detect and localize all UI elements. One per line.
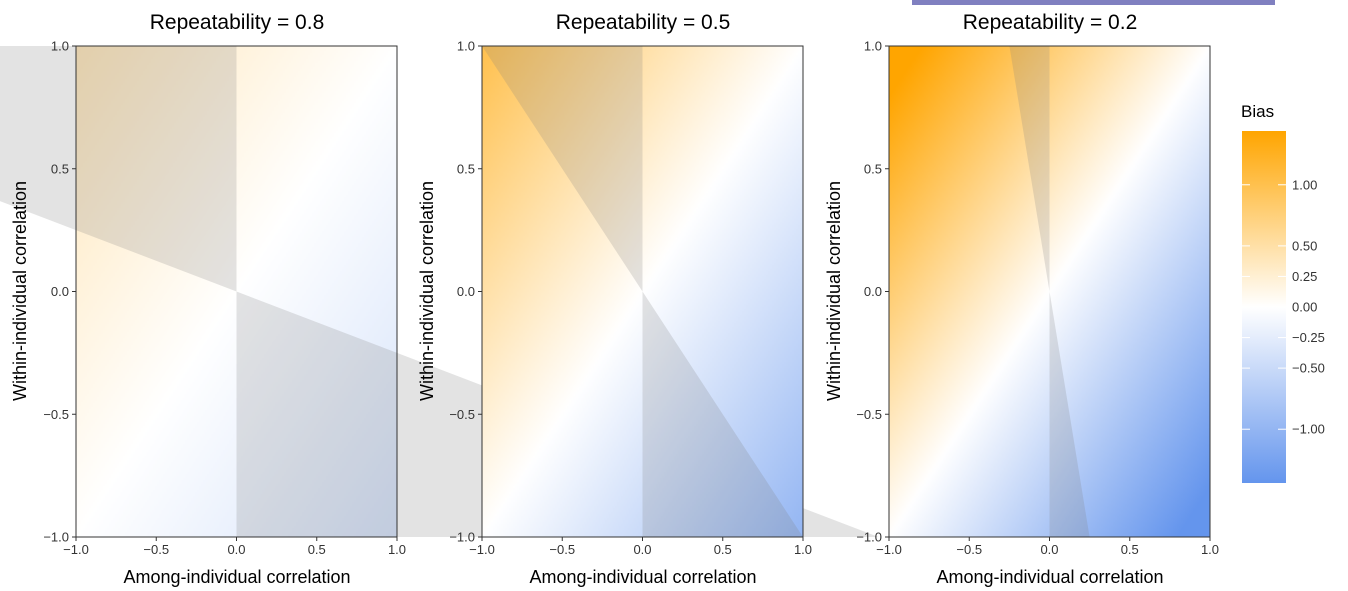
y-tick-label: 0.0: [51, 284, 69, 299]
legend: Bias 1.00 0.50 0.25 0.00 −0.25 −0.50 −1.00: [1241, 102, 1325, 483]
bias-heatmap: [889, 46, 1210, 537]
y-tick-label: −1.0: [449, 530, 475, 545]
x-axis-label: Among-individual correlation: [529, 567, 756, 587]
x-tick-label: −1.0: [876, 542, 902, 557]
colorbar-tick-label: −0.25: [1292, 330, 1325, 345]
y-axis-label: Within-individual correlation: [10, 181, 30, 401]
colorbar-ticks: 1.00 0.50 0.25 0.00 −0.25 −0.50 −1.00: [1242, 177, 1325, 437]
shaded-region: [482, 46, 803, 537]
colorbar-tick-label: −1.00: [1292, 422, 1325, 437]
y-tick-label: −0.5: [856, 407, 882, 422]
bias-heatmap: [482, 46, 803, 537]
y-tick-label: 1.0: [457, 39, 475, 54]
colorbar-tick-label: 0.25: [1292, 269, 1317, 284]
y-tick-label: −0.5: [449, 407, 475, 422]
axes: −1.0−1.0 −0.5 −0.5 0.0 0.0 0.5 0.5 1.0 1.0: [43, 39, 406, 558]
x-tick-label: −1.0: [63, 542, 89, 557]
y-axis-label: Within-individual correlation: [824, 181, 844, 401]
x-axis-label: Among-individual correlation: [123, 567, 350, 587]
panel-title: Repeatability = 0.5: [556, 11, 731, 34]
y-tick-label: 0.5: [457, 161, 475, 176]
panel-title: Repeatability = 0.2: [963, 11, 1138, 34]
x-tick-label: 0.0: [633, 542, 651, 557]
x-tick-label: −0.5: [549, 542, 575, 557]
x-tick-label: 0.0: [1040, 542, 1058, 557]
x-axis-label: Among-individual correlation: [936, 567, 1163, 587]
x-tick-label: 1.0: [794, 542, 812, 557]
x-tick-label: 0.5: [308, 542, 326, 557]
y-tick-label: 1.0: [51, 39, 69, 54]
top-banner: [912, 0, 1275, 5]
colorbar-tick-label: −0.50: [1292, 361, 1325, 376]
colorbar-tick-label: 1.00: [1292, 177, 1317, 192]
shaded-region: [1009, 46, 1090, 537]
x-tick-label: −1.0: [469, 542, 495, 557]
y-tick-label: 1.0: [864, 39, 882, 54]
shaded-region-upper: [0, 46, 237, 292]
y-tick-label: 0.0: [864, 284, 882, 299]
y-tick-label: −0.5: [43, 407, 69, 422]
axes: −1.0−1.0 −0.5 −0.5 0.0 0.0 0.5 0.5 1.0 1.0: [856, 39, 1219, 558]
panel-repeatability-0.5: Repeatability = 0.5 −1.0−1.0 −0.5 −0.5 0.0 0…: [417, 11, 812, 587]
x-tick-label: 0.5: [714, 542, 732, 557]
x-tick-label: 0.5: [1121, 542, 1139, 557]
legend-title: Bias: [1241, 102, 1274, 121]
shaded-region-upper: [1009, 46, 1050, 292]
y-tick-label: 0.5: [864, 161, 882, 176]
axes: −1.0−1.0 −0.5 −0.5 0.0 0.0 0.5 0.5 1.0 1.0: [449, 39, 812, 558]
y-tick-label: −1.0: [856, 530, 882, 545]
bias-heatmap: [76, 46, 397, 537]
y-tick-label: 0.5: [51, 161, 69, 176]
x-tick-label: 1.0: [388, 542, 406, 557]
y-axis-label: Within-individual correlation: [417, 181, 437, 401]
colorbar-tick-label: 0.00: [1292, 300, 1317, 315]
x-tick-label: 0.0: [227, 542, 245, 557]
y-tick-label: −1.0: [43, 530, 69, 545]
x-tick-label: −0.5: [956, 542, 982, 557]
shaded-region-lower: [1049, 291, 1090, 537]
panel-title: Repeatability = 0.8: [150, 11, 325, 34]
shaded-region-lower: [642, 291, 803, 537]
y-tick-label: 0.0: [457, 284, 475, 299]
x-tick-label: 1.0: [1201, 542, 1219, 557]
panel-repeatability-0.2: Repeatability = 0.2 −1.0−1.0 −0.5 −0.5 0.0 0…: [824, 11, 1219, 587]
x-tick-label: −0.5: [143, 542, 169, 557]
colorbar-tick-label: 0.50: [1292, 238, 1317, 253]
shaded-region-upper: [482, 46, 643, 292]
